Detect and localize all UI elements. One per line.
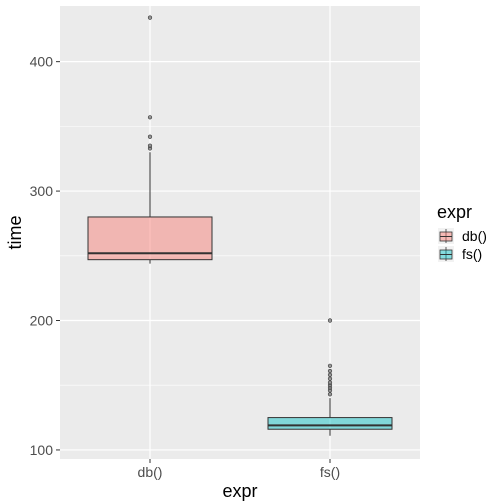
outlier-point	[327, 318, 333, 323]
outlier-point	[147, 143, 153, 148]
legend: expr db() fs()	[437, 202, 487, 262]
boxes-layer	[87, 15, 393, 436]
y-tick-label: 400	[30, 54, 54, 70]
y-tick-label: 300	[30, 183, 54, 199]
legend-label: db()	[462, 228, 487, 244]
outlier-point	[147, 115, 153, 120]
y-tick-label: 200	[30, 313, 54, 329]
outlier-point	[147, 15, 153, 20]
y-axis-title: time	[5, 215, 25, 249]
outlier-point	[327, 363, 333, 368]
outlier-point	[147, 134, 153, 139]
box-iqr	[267, 417, 393, 430]
outlier-point	[327, 392, 333, 397]
outlier-point	[327, 368, 333, 374]
x-tick-label: db()	[138, 464, 163, 480]
outlier-point	[327, 380, 333, 385]
minor-gridlines	[60, 126, 420, 386]
outlier-point	[327, 376, 333, 381]
box-fs	[267, 318, 393, 436]
y-tick-label: 100	[30, 442, 54, 458]
x-axis-title: expr	[222, 481, 257, 501]
legend-label: fs()	[462, 246, 482, 262]
x-tick-label: fs()	[320, 464, 340, 480]
x-axis: db() fs()	[138, 459, 340, 480]
legend-item: db()	[438, 228, 487, 244]
y-axis: 100 200 300 400	[30, 54, 60, 458]
box-db	[87, 15, 213, 264]
plot-panel	[60, 6, 420, 459]
legend-title: expr	[437, 202, 472, 222]
legend-item: fs()	[438, 246, 482, 262]
outlier-point	[327, 372, 333, 377]
